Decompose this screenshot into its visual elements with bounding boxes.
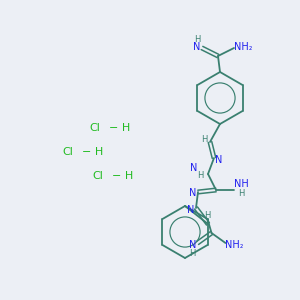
Text: − H: − H <box>110 123 130 133</box>
Text: ₂: ₂ <box>248 43 252 52</box>
Text: N: N <box>193 42 201 52</box>
Text: NH: NH <box>225 240 240 250</box>
Text: H: H <box>201 136 207 145</box>
Text: H: H <box>197 170 203 179</box>
Text: N: N <box>190 163 198 173</box>
Text: Cl: Cl <box>63 147 74 157</box>
Text: N: N <box>189 240 196 250</box>
Text: N: N <box>215 155 223 165</box>
Text: NH: NH <box>234 179 248 189</box>
Text: − H: − H <box>82 147 103 157</box>
Text: H: H <box>238 190 244 199</box>
Text: N: N <box>187 205 195 215</box>
Text: Cl: Cl <box>93 171 104 181</box>
Text: Cl: Cl <box>90 123 101 133</box>
Text: − H: − H <box>112 171 134 181</box>
Text: H: H <box>204 212 210 220</box>
Text: NH: NH <box>234 42 248 52</box>
Text: N: N <box>189 188 197 198</box>
Text: H: H <box>189 248 196 257</box>
Text: H: H <box>194 34 200 43</box>
Text: ₂: ₂ <box>240 241 243 250</box>
